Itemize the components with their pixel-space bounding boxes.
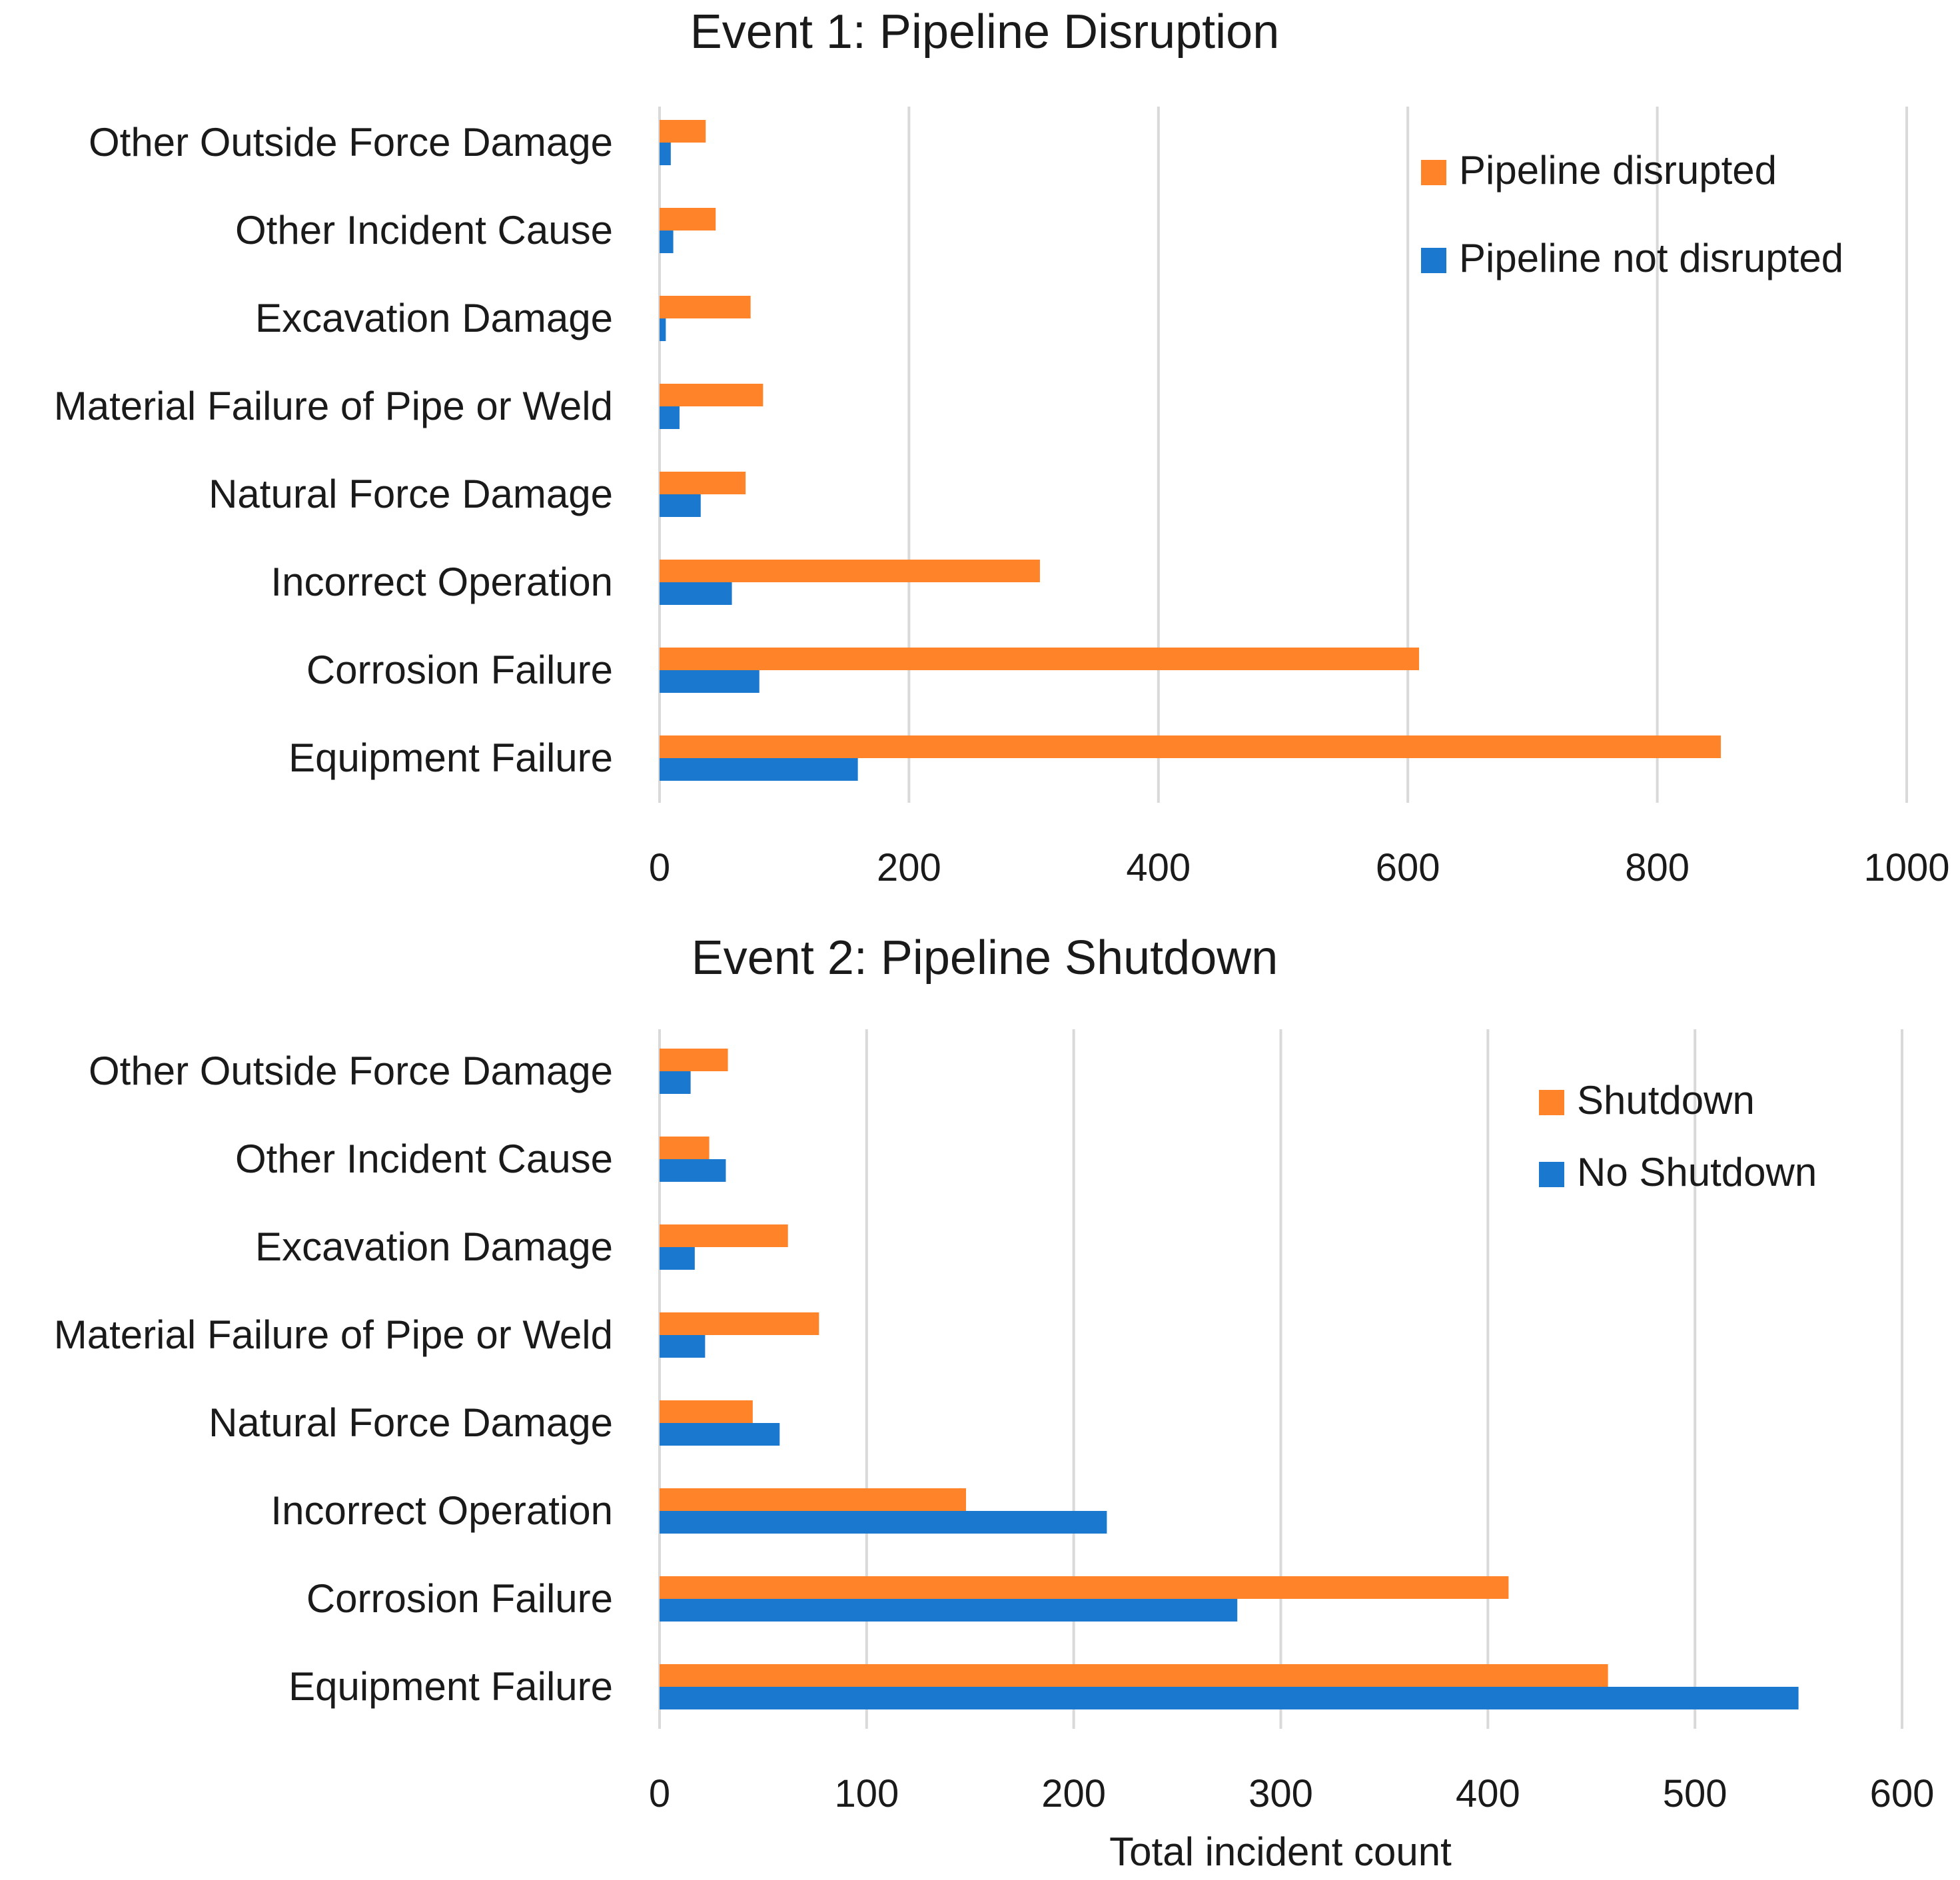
chart-2-category-labels: Other Outside Force Damage Other Incident… (54, 1049, 613, 1709)
chart-1-category-label-natural-force-damage: Natural Force Damage (209, 472, 613, 516)
chart-1-legend: Pipeline disrupted Pipeline not disrupte… (1421, 148, 1843, 280)
chart-2-x-tick-label: 400 (1456, 1772, 1520, 1815)
chart-2-category-label-other-outside-force-damage: Other Outside Force Damage (89, 1049, 613, 1093)
bar-pipeline-not-disrupted-equipment-failure (660, 758, 858, 781)
chart-1-x-tick-labels: 0 200 400 600 800 1000 (649, 846, 1950, 889)
bar-pipeline-disrupted-excavation-damage (660, 296, 751, 318)
chart-2-bars (660, 1049, 1799, 1709)
bar-pipeline-disrupted-corrosion-failure (660, 648, 1420, 670)
bar-pipeline-not-disrupted-material-failure-of-pipe-or-weld (660, 406, 680, 429)
chart-2-x-tick-label: 600 (1870, 1772, 1935, 1815)
chart-2-title: Event 2: Pipeline Shutdown (692, 931, 1278, 985)
chart-2-category-label-equipment-failure: Equipment Failure (288, 1664, 613, 1709)
bar-no-shutdown-excavation-damage (660, 1247, 695, 1270)
chart-1-x-tick-label: 1000 (1863, 846, 1949, 889)
bar-shutdown-other-incident-cause (660, 1137, 710, 1159)
chart-1-category-labels: Other Outside Force Damage Other Incident… (54, 120, 613, 780)
bar-no-shutdown-incorrect-operation (660, 1511, 1107, 1534)
bar-shutdown-incorrect-operation (660, 1488, 967, 1511)
bar-pipeline-not-disrupted-other-incident-cause (660, 231, 674, 253)
bar-pipeline-disrupted-natural-force-damage (660, 472, 746, 494)
chart-1-category-label-equipment-failure: Equipment Failure (288, 735, 613, 780)
bar-shutdown-material-failure-of-pipe-or-weld (660, 1312, 819, 1335)
chart-2-category-label-excavation-damage: Excavation Damage (255, 1224, 613, 1269)
bar-pipeline-not-disrupted-corrosion-failure (660, 670, 759, 693)
bar-no-shutdown-natural-force-damage (660, 1423, 780, 1446)
chart-1-category-label-material-failure-of-pipe-or-weld: Material Failure of Pipe or Weld (54, 384, 613, 428)
chart-2-category-label-incorrect-operation: Incorrect Operation (270, 1488, 613, 1533)
chart-2-x-axis-label: Total incident count (1109, 1829, 1452, 1874)
chart-2-category-label-other-incident-cause: Other Incident Cause (235, 1137, 613, 1181)
chart-2-category-label-corrosion-failure: Corrosion Failure (306, 1576, 613, 1621)
chart-2-x-tick-label: 200 (1041, 1772, 1106, 1815)
chart-1-x-tick-label: 800 (1625, 846, 1690, 889)
bar-shutdown-corrosion-failure (660, 1576, 1509, 1599)
chart-1-title: Event 1: Pipeline Disruption (690, 5, 1280, 59)
bar-pipeline-disrupted-other-incident-cause (660, 208, 716, 231)
chart-1-category-label-incorrect-operation: Incorrect Operation (270, 560, 613, 604)
chart-2-legend: Shutdown No Shutdown (1539, 1078, 1817, 1194)
chart-1-bars (660, 120, 1721, 781)
bar-pipeline-not-disrupted-excavation-damage (660, 318, 666, 341)
legend-label-shutdown: Shutdown (1577, 1078, 1755, 1123)
chart-1-category-label-corrosion-failure: Corrosion Failure (306, 648, 613, 692)
bar-pipeline-not-disrupted-incorrect-operation (660, 582, 732, 605)
chart-2-x-tick-label: 0 (649, 1772, 670, 1815)
bar-shutdown-other-outside-force-damage (660, 1049, 728, 1071)
chart-2-category-label-material-failure-of-pipe-or-weld: Material Failure of Pipe or Weld (54, 1312, 613, 1357)
bar-shutdown-natural-force-damage (660, 1400, 753, 1423)
bar-pipeline-disrupted-equipment-failure (660, 735, 1721, 758)
chart-2-x-tick-labels: 0 100 200 300 400 500 600 (649, 1772, 1935, 1815)
bar-pipeline-disrupted-other-outside-force-damage (660, 120, 706, 143)
bar-no-shutdown-other-incident-cause (660, 1159, 726, 1182)
bar-pipeline-not-disrupted-other-outside-force-damage (660, 143, 671, 165)
bar-shutdown-excavation-damage (660, 1224, 788, 1247)
bar-no-shutdown-other-outside-force-damage (660, 1071, 691, 1094)
legend-label-pipeline-not-disrupted: Pipeline not disrupted (1459, 236, 1843, 280)
bar-pipeline-not-disrupted-natural-force-damage (660, 494, 701, 517)
chart-event-2: Event 2: Pipeline Shutdown Other Outside… (54, 931, 1935, 1874)
bar-no-shutdown-equipment-failure (660, 1687, 1799, 1709)
bar-shutdown-equipment-failure (660, 1664, 1608, 1687)
bar-no-shutdown-material-failure-of-pipe-or-weld (660, 1335, 706, 1358)
chart-1-category-label-other-incident-cause: Other Incident Cause (235, 208, 613, 252)
chart-2-category-label-natural-force-damage: Natural Force Damage (209, 1400, 613, 1445)
chart-2-x-tick-label: 100 (834, 1772, 899, 1815)
chart-1-x-tick-label: 200 (877, 846, 941, 889)
bar-no-shutdown-corrosion-failure (660, 1599, 1238, 1622)
legend-label-pipeline-disrupted: Pipeline disrupted (1459, 148, 1777, 193)
chart-1-category-label-excavation-damage: Excavation Damage (255, 296, 613, 340)
chart-event-1: Event 1: Pipeline Disruption Other Outsi… (54, 5, 1950, 889)
chart-1-category-label-other-outside-force-damage: Other Outside Force Damage (89, 120, 613, 165)
chart-1-x-tick-label: 400 (1126, 846, 1191, 889)
bar-pipeline-disrupted-material-failure-of-pipe-or-weld (660, 384, 763, 406)
chart-2-x-tick-label: 300 (1248, 1772, 1313, 1815)
legend-swatch-pipeline-not-disrupted (1421, 248, 1446, 273)
chart-1-x-tick-label: 600 (1376, 846, 1440, 889)
chart-2-x-tick-label: 500 (1663, 1772, 1727, 1815)
legend-label-no-shutdown: No Shutdown (1577, 1150, 1817, 1194)
bar-pipeline-disrupted-incorrect-operation (660, 560, 1040, 582)
chart-1-x-tick-label: 0 (649, 846, 670, 889)
chart-1-gridlines (658, 107, 1908, 803)
legend-swatch-no-shutdown (1539, 1162, 1564, 1187)
legend-swatch-shutdown (1539, 1090, 1564, 1115)
chart-2-gridlines (658, 1029, 1903, 1729)
legend-swatch-pipeline-disrupted (1421, 160, 1446, 185)
